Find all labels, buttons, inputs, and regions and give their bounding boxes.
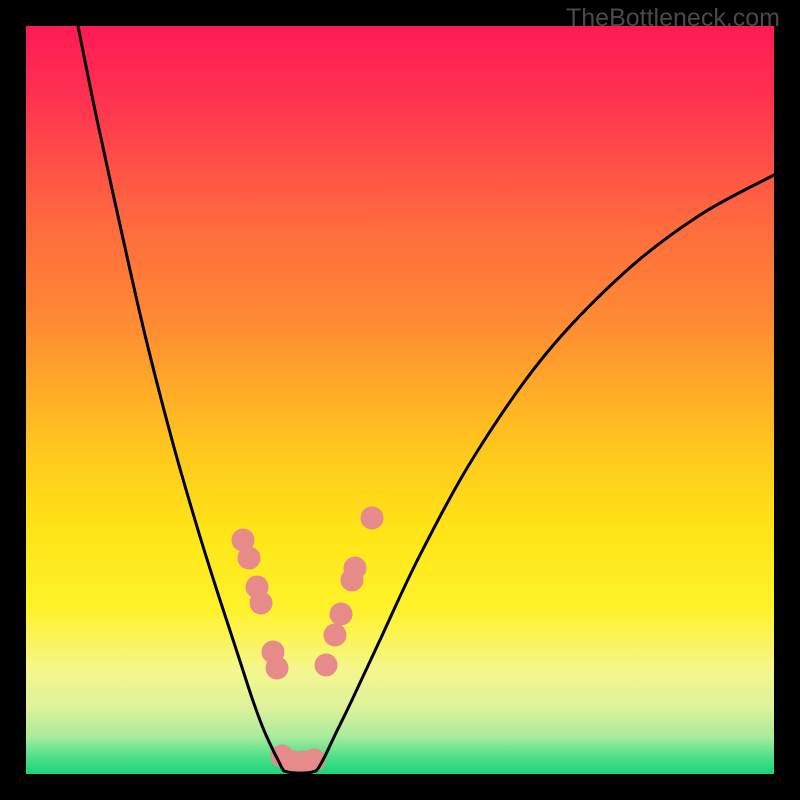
marker-point xyxy=(238,547,260,569)
watermark-text: TheBottleneck.com xyxy=(566,4,780,33)
bottleneck-curve-plot xyxy=(0,0,800,800)
marker-point xyxy=(324,624,346,646)
marker-point xyxy=(344,557,366,579)
chart-container: TheBottleneck.com xyxy=(0,0,800,800)
curve-left xyxy=(78,26,284,771)
marker-point xyxy=(315,654,337,676)
marker-point xyxy=(266,657,288,679)
curve-right xyxy=(316,175,774,771)
marker-point xyxy=(250,592,272,614)
marker-point xyxy=(330,603,352,625)
marker-point xyxy=(361,507,383,529)
